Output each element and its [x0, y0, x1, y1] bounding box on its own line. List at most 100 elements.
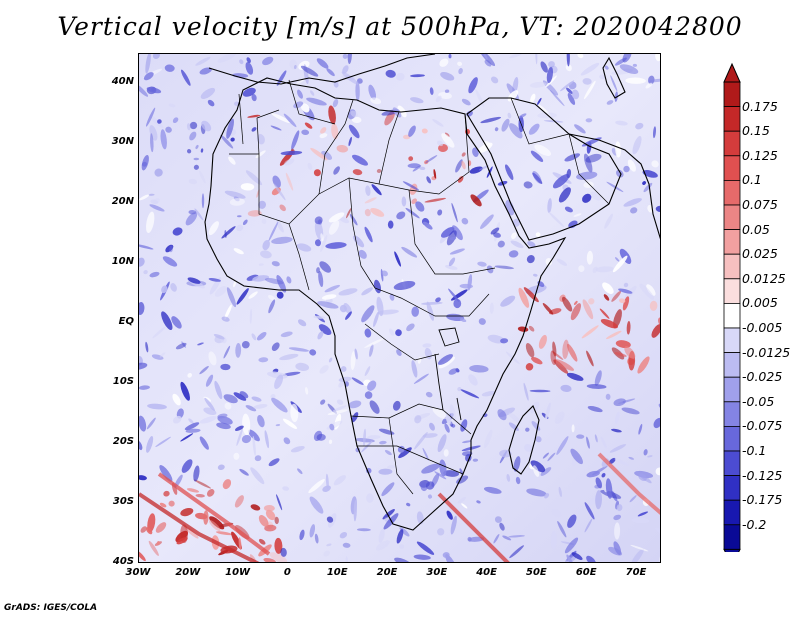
- velocity-patch: [476, 500, 481, 504]
- velocity-patch: [181, 69, 191, 86]
- velocity-patch: [548, 211, 565, 228]
- velocity-patch: [461, 503, 468, 509]
- velocity-patch: [583, 153, 593, 173]
- velocity-patch: [427, 494, 433, 499]
- velocity-patch: [438, 354, 453, 365]
- velocity-patch: [518, 287, 530, 308]
- velocity-patch: [396, 72, 405, 81]
- velocity-patch: [380, 268, 384, 282]
- velocity-patch: [241, 434, 252, 444]
- velocity-patch: [648, 78, 660, 83]
- velocity-patch: [331, 123, 339, 140]
- velocity-patch: [141, 154, 149, 171]
- velocity-patch: [396, 211, 406, 220]
- velocity-patch: [181, 459, 193, 473]
- velocity-patch: [446, 313, 465, 322]
- colorbar-label: -0.175: [742, 492, 783, 508]
- velocity-patch: [429, 87, 434, 95]
- velocity-patch: [552, 174, 570, 189]
- velocity-patch: [585, 153, 602, 163]
- velocity-patch: [262, 239, 270, 251]
- velocity-patch: [612, 255, 628, 273]
- velocity-patch: [347, 54, 352, 64]
- colorbar-swatch: [723, 229, 741, 255]
- velocity-patch: [201, 120, 212, 132]
- map-plot-area[interactable]: [138, 53, 661, 563]
- velocity-patch: [451, 202, 458, 223]
- velocity-patch: [575, 548, 581, 554]
- velocity-patch: [161, 311, 173, 331]
- velocity-patch: [199, 170, 206, 184]
- velocity-patch: [560, 80, 575, 92]
- velocity-patch: [317, 301, 339, 309]
- velocity-patch: [497, 240, 505, 248]
- velocity-patch: [509, 54, 522, 59]
- velocity-patch: [580, 62, 600, 76]
- velocity-patch: [271, 342, 280, 352]
- velocity-patch: [313, 315, 326, 319]
- lon-tick-label: 0: [283, 567, 291, 578]
- velocity-patch: [432, 407, 448, 420]
- velocity-patch: [529, 81, 547, 88]
- velocity-patch: [606, 100, 614, 105]
- velocity-patch: [378, 528, 385, 543]
- velocity-patch: [286, 276, 292, 284]
- lon-tick-label: 10W: [225, 567, 251, 578]
- velocity-patch: [357, 528, 371, 532]
- velocity-patch: [608, 457, 616, 465]
- velocity-patch: [264, 430, 270, 449]
- velocity-patch: [643, 449, 648, 456]
- velocity-patch: [551, 508, 562, 518]
- velocity-patch: [599, 308, 610, 319]
- velocity-patch: [525, 427, 530, 432]
- velocity-patch: [328, 439, 333, 444]
- velocity-patch: [493, 232, 501, 238]
- velocity-patch: [188, 418, 194, 424]
- velocity-patch: [314, 533, 319, 544]
- velocity-patch: [441, 133, 455, 148]
- velocity-patch: [146, 436, 154, 453]
- velocity-patch: [245, 62, 254, 75]
- velocity-patch: [180, 507, 194, 517]
- velocity-patch: [645, 82, 653, 89]
- velocity-patch: [507, 112, 512, 119]
- velocity-patch: [184, 422, 200, 431]
- velocity-patch: [499, 449, 512, 458]
- velocity-patch: [508, 422, 519, 431]
- velocity-patch: [414, 432, 428, 450]
- velocity-patch: [351, 377, 364, 385]
- velocity-patch: [433, 168, 437, 179]
- velocity-patch: [421, 463, 440, 474]
- velocity-patch: [348, 136, 352, 147]
- velocity-patch: [649, 300, 658, 311]
- velocity-patch: [246, 274, 259, 281]
- velocity-patch: [462, 440, 472, 444]
- velocity-patch: [333, 81, 339, 88]
- velocity-patch: [353, 500, 357, 522]
- velocity-patch: [421, 301, 443, 305]
- grads-credit: GrADS: IGES/COLA: [4, 603, 98, 613]
- velocity-patch: [351, 116, 362, 124]
- velocity-patch: [270, 394, 276, 399]
- velocity-patch: [314, 239, 322, 247]
- velocity-patch: [234, 495, 244, 508]
- velocity-patch: [216, 422, 231, 430]
- velocity-patch: [483, 54, 488, 60]
- velocity-patch: [542, 303, 554, 315]
- velocity-patch: [379, 440, 387, 445]
- velocity-patch: [193, 479, 212, 489]
- velocity-patch: [239, 391, 249, 399]
- velocity-patch: [199, 365, 209, 375]
- velocity-patch: [276, 494, 283, 511]
- lake-tanganyika: [434, 353, 444, 411]
- velocity-patch: [223, 394, 238, 404]
- velocity-patch: [381, 482, 395, 497]
- velocity-patch: [186, 488, 200, 493]
- velocity-patch: [139, 83, 149, 97]
- velocity-patch: [338, 216, 350, 224]
- velocity-patch: [493, 533, 500, 544]
- velocity-patch: [604, 213, 613, 229]
- velocity-patch: [361, 305, 375, 323]
- lon-tick-label: 20E: [376, 567, 398, 578]
- velocity-patch: [623, 165, 630, 173]
